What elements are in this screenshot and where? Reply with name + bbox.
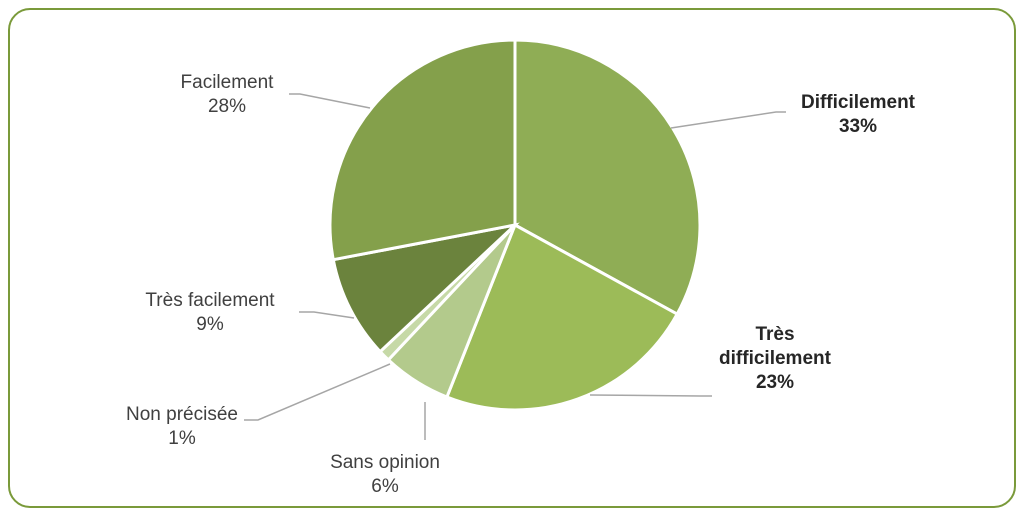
data-label-tr-s-difficilement: Très difficilement 23% bbox=[719, 324, 832, 393]
pie-slice-tr-s-difficilement bbox=[444, 222, 680, 412]
leader-lines bbox=[244, 93, 786, 440]
pie-chart: Difficilement 33% Très difficilement 23% Sans… bbox=[126, 38, 916, 497]
pie-slice-facilement bbox=[328, 38, 517, 262]
data-label-tr-s-facilement: Très facilement 9% bbox=[145, 290, 275, 335]
data-labels: Difficilement 33% Très difficilement 23% Sans… bbox=[126, 72, 916, 497]
data-label-difficilement: Difficilement 33% bbox=[801, 92, 916, 137]
leader-line bbox=[670, 111, 786, 129]
leader-line bbox=[289, 93, 371, 109]
pie-slices bbox=[328, 38, 702, 412]
leader-line bbox=[244, 363, 391, 421]
leader-line bbox=[589, 394, 712, 397]
pie-slice-difficilement bbox=[513, 38, 702, 317]
data-label-sans-opinion: Sans opinion 6% bbox=[330, 452, 440, 497]
leader-line bbox=[299, 311, 355, 319]
data-label-non-pr-cis-e: Non précisée 1% bbox=[126, 404, 238, 449]
data-label-facilement: Facilement 28% bbox=[181, 72, 275, 117]
pie-slice-tr-s-facilement bbox=[331, 222, 520, 354]
